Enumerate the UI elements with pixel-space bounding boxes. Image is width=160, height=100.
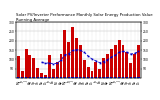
Bar xyxy=(91,76,93,78)
Bar xyxy=(102,58,105,78)
Bar xyxy=(122,76,124,78)
Bar xyxy=(121,45,124,78)
Bar xyxy=(95,76,97,78)
Bar xyxy=(103,76,105,78)
Bar xyxy=(56,76,58,78)
Bar xyxy=(48,55,51,78)
Bar xyxy=(87,76,89,78)
Bar xyxy=(126,76,128,78)
Bar xyxy=(40,76,43,78)
Bar xyxy=(60,76,62,78)
Bar xyxy=(64,76,66,78)
Bar xyxy=(21,72,24,78)
Bar xyxy=(17,76,19,78)
Bar xyxy=(137,45,140,78)
Bar xyxy=(52,76,54,78)
Bar xyxy=(67,42,70,78)
Bar xyxy=(68,76,70,78)
Bar xyxy=(33,76,35,78)
Bar xyxy=(129,63,132,78)
Bar xyxy=(37,76,39,78)
Bar xyxy=(44,75,47,78)
Bar xyxy=(63,30,66,78)
Bar xyxy=(60,54,62,78)
Bar xyxy=(110,76,112,78)
Bar xyxy=(87,67,90,78)
Bar xyxy=(75,38,78,78)
Bar xyxy=(133,54,136,78)
Bar xyxy=(17,56,20,78)
Bar xyxy=(98,69,101,78)
Bar xyxy=(48,76,50,78)
Bar xyxy=(25,76,27,78)
Bar xyxy=(56,62,59,78)
Bar xyxy=(137,76,140,78)
Bar xyxy=(130,76,132,78)
Bar xyxy=(133,76,136,78)
Bar xyxy=(75,76,78,78)
Bar xyxy=(44,76,47,78)
Bar xyxy=(72,76,74,78)
Bar xyxy=(114,76,116,78)
Bar xyxy=(125,52,128,78)
Bar xyxy=(79,76,81,78)
Bar xyxy=(94,62,97,78)
Bar xyxy=(114,45,117,78)
Bar xyxy=(29,76,31,78)
Text: Solar PV/Inverter Performance Monthly Solar Energy Production Value Running Aver: Solar PV/Inverter Performance Monthly So… xyxy=(16,13,153,22)
Bar xyxy=(36,68,39,78)
Bar xyxy=(106,76,108,78)
Bar xyxy=(110,48,113,78)
Bar xyxy=(118,76,120,78)
Bar xyxy=(118,40,120,78)
Bar xyxy=(83,76,85,78)
Bar xyxy=(21,76,23,78)
Bar xyxy=(28,55,31,78)
Bar xyxy=(25,49,28,78)
Bar xyxy=(106,54,109,78)
Bar xyxy=(99,76,101,78)
Bar xyxy=(32,58,35,78)
Bar xyxy=(40,73,43,78)
Bar xyxy=(79,45,82,78)
Bar xyxy=(52,69,55,78)
Bar xyxy=(91,71,93,78)
Bar xyxy=(83,60,86,78)
Bar xyxy=(71,27,74,78)
